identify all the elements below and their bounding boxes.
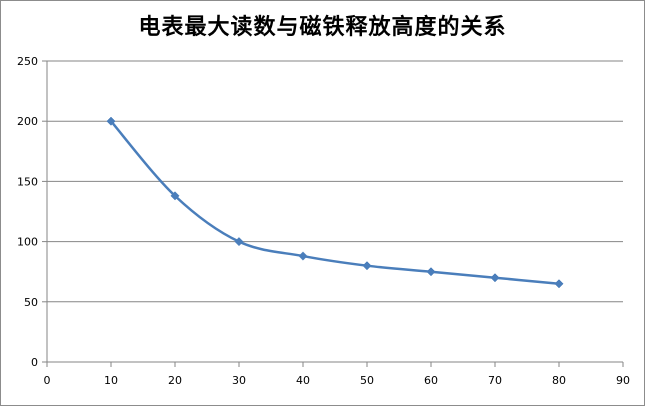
data-point-marker <box>426 267 436 277</box>
x-tick-label: 0 <box>44 374 51 387</box>
x-tick-label: 10 <box>104 374 118 387</box>
chart-title: 电表最大读数与磁铁释放高度的关系 <box>138 14 507 40</box>
y-tick-label: 0 <box>31 356 38 369</box>
y-tick-label: 200 <box>17 115 38 128</box>
x-tick-label: 40 <box>296 374 310 387</box>
data-point-marker <box>234 237 244 247</box>
x-tick-label: 20 <box>168 374 182 387</box>
x-tick-label: 70 <box>488 374 502 387</box>
x-tick-label: 30 <box>232 374 246 387</box>
x-tick-label: 50 <box>360 374 374 387</box>
y-tick-label: 100 <box>17 236 38 249</box>
data-point-marker <box>106 116 116 126</box>
y-tick-label: 50 <box>24 296 38 309</box>
data-point-marker <box>362 261 372 271</box>
y-tick-label: 250 <box>17 55 38 68</box>
data-point-marker <box>298 251 308 261</box>
x-tick-label: 80 <box>552 374 566 387</box>
y-tick-label: 150 <box>17 175 38 188</box>
data-point-marker <box>170 191 180 201</box>
x-tick-label: 90 <box>616 374 630 387</box>
x-tick-label: 60 <box>424 374 438 387</box>
data-point-marker <box>490 273 500 283</box>
series-line <box>110 120 560 285</box>
data-point-marker <box>554 279 564 289</box>
